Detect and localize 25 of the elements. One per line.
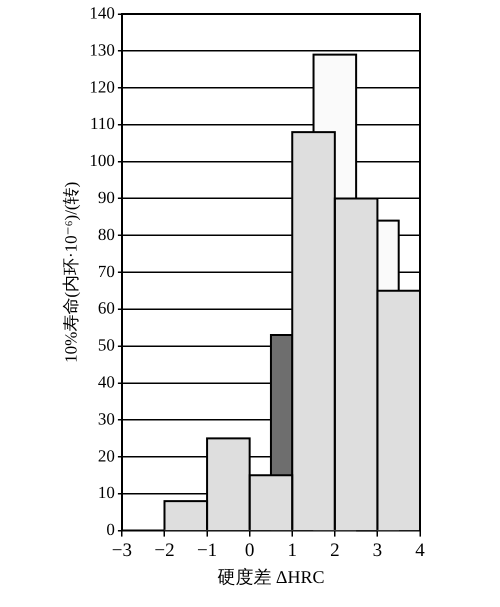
y-tick-label: 40 xyxy=(98,372,115,392)
y-tick-label: 130 xyxy=(89,40,115,60)
x-tick-label: 3 xyxy=(372,540,382,561)
y-tick-label: 70 xyxy=(98,262,115,281)
x-tick-label: −1 xyxy=(196,540,218,561)
y-tick-label: 10 xyxy=(98,483,115,502)
x-tick-label: −2 xyxy=(154,540,175,561)
y-tick-label: 30 xyxy=(98,409,115,428)
y-tick-label: 80 xyxy=(98,224,115,244)
y-tick-label: 90 xyxy=(98,188,115,207)
y-tick-label: 50 xyxy=(98,336,115,355)
x-tick-label: −3 xyxy=(112,540,132,561)
y-axis-title: 10%寿命(内环·10⁻⁶)/(转) xyxy=(62,182,81,363)
y-tick-label: 20 xyxy=(98,446,115,466)
y-tick-label: 120 xyxy=(89,77,115,96)
x-axis-title: 硬度差 ΔHRC xyxy=(217,566,324,587)
x-tick-label: 1 xyxy=(287,540,297,561)
x-tick-label: 2 xyxy=(330,540,340,561)
y-tick-label: 140 xyxy=(89,3,115,22)
x-tick-label: 0 xyxy=(244,540,254,561)
y-tick-label: 100 xyxy=(89,151,115,170)
x-tick-label: 4 xyxy=(415,540,426,561)
y-tick-label: 110 xyxy=(90,114,115,134)
y-tick-label: 0 xyxy=(106,520,115,540)
y-tick-label: 60 xyxy=(98,298,115,318)
